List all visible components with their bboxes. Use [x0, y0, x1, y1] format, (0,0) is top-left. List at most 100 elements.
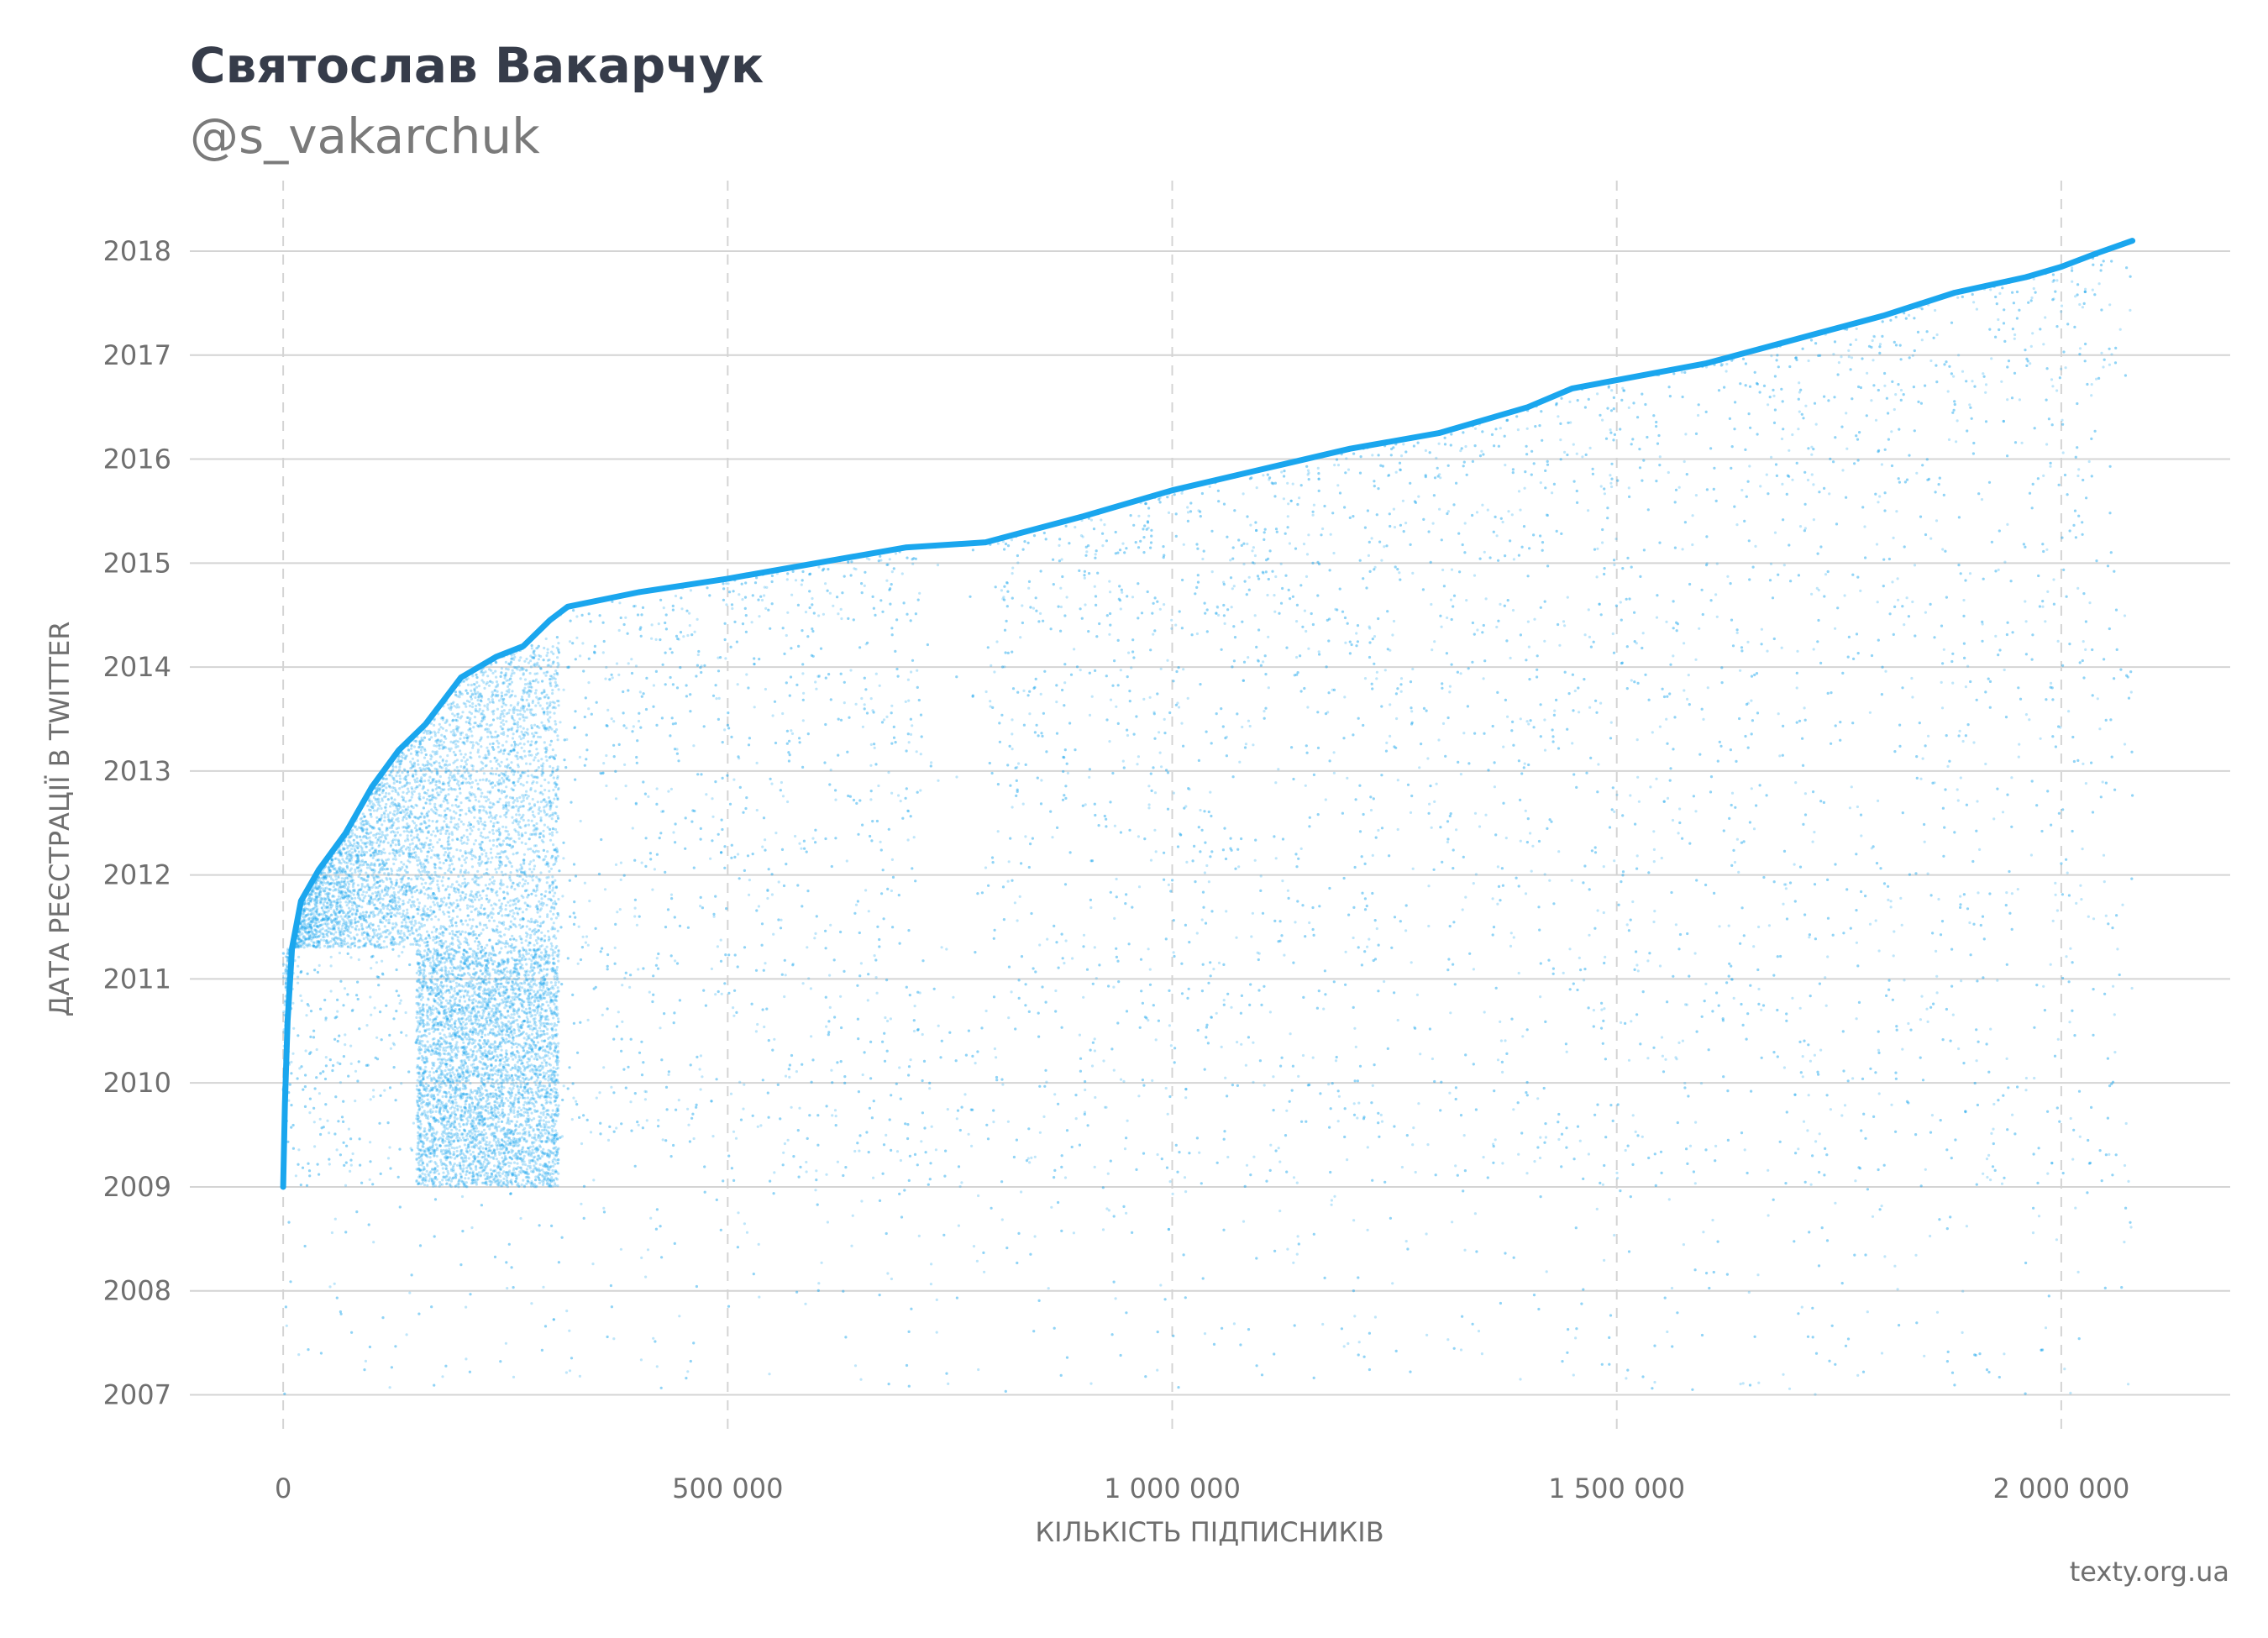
data-point: [1519, 839, 1522, 843]
data-point: [1905, 596, 1908, 600]
data-point: [720, 992, 723, 995]
data-point: [1491, 724, 1494, 728]
data-point: [1760, 1008, 1763, 1011]
data-point: [424, 1133, 428, 1137]
data-point: [1937, 897, 1940, 901]
data-point: [533, 921, 537, 924]
data-point: [2055, 279, 2059, 282]
data-point: [2041, 1348, 2045, 1352]
data-point: [885, 579, 889, 582]
data-point: [1760, 627, 1763, 631]
data-point: [1448, 1091, 1452, 1095]
data-point: [898, 1192, 901, 1195]
data-point: [1137, 514, 1141, 517]
data-point: [1492, 1142, 1495, 1146]
data-point: [1667, 470, 1670, 475]
data-point: [1210, 529, 1214, 533]
data-point: [2049, 465, 2052, 468]
data-point: [817, 565, 821, 569]
data-point: [517, 1056, 522, 1059]
data-point: [1018, 895, 1021, 898]
data-point: [1757, 987, 1761, 991]
data-point: [1599, 701, 1603, 705]
data-point: [578, 755, 582, 759]
data-point: [738, 757, 741, 760]
data-point: [512, 1375, 516, 1378]
data-point: [766, 896, 769, 900]
data-point: [575, 615, 579, 618]
data-point: [1501, 1070, 1504, 1074]
data-point: [692, 1137, 696, 1141]
data-point: [2084, 648, 2087, 652]
data-point: [539, 790, 543, 794]
data-point: [1791, 996, 1794, 1000]
data-point: [1475, 511, 1479, 514]
data-point: [370, 967, 373, 970]
data-point: [1889, 900, 1893, 903]
data-point: [898, 1066, 901, 1069]
data-point: [1968, 921, 1971, 925]
data-point: [601, 772, 605, 775]
data-point: [1739, 1383, 1742, 1386]
data-point: [716, 945, 720, 948]
data-point: [1994, 634, 1998, 638]
data-point: [640, 1256, 643, 1259]
data-point: [1281, 879, 1284, 883]
data-point: [1071, 957, 1074, 960]
data-point: [2056, 1037, 2060, 1041]
data-point: [1780, 646, 1783, 649]
data-point: [1103, 523, 1106, 527]
data-point: [816, 675, 820, 678]
data-point: [887, 771, 890, 774]
data-point: [1987, 1153, 1991, 1157]
data-point: [1109, 698, 1113, 701]
data-point: [1756, 1273, 1760, 1277]
data-point: [967, 1132, 970, 1136]
data-point: [957, 1224, 960, 1227]
data-point: [586, 1018, 590, 1021]
data-point: [960, 1181, 963, 1184]
data-point: [1637, 800, 1641, 803]
data-point: [1024, 763, 1027, 767]
data-point: [1890, 1103, 1893, 1106]
data-point: [1635, 854, 1639, 858]
data-point: [879, 559, 883, 562]
data-point: [1752, 945, 1756, 948]
data-point: [1930, 1114, 1934, 1117]
data-point: [1558, 643, 1562, 647]
data-point: [783, 995, 786, 999]
data-point: [1298, 496, 1301, 500]
data-point: [996, 542, 1000, 545]
data-point: [1141, 1079, 1144, 1082]
data-point: [1956, 799, 1960, 802]
data-point: [2060, 304, 2064, 307]
data-point: [890, 1277, 893, 1281]
data-point: [1119, 1078, 1123, 1081]
data-point: [1889, 906, 1893, 909]
data-point: [1609, 481, 1613, 485]
data-point: [350, 897, 354, 900]
data-point: [1473, 1212, 1477, 1215]
data-point: [1791, 433, 1794, 437]
data-point: [519, 666, 523, 669]
data-point: [745, 1231, 749, 1234]
data-point: [2103, 880, 2106, 884]
data-point: [1706, 686, 1709, 690]
data-point: [1684, 1003, 1688, 1006]
data-point: [1177, 706, 1181, 709]
data-point: [1401, 499, 1404, 502]
data-point: [1801, 1055, 1804, 1058]
data-point: [336, 1010, 339, 1013]
data-point: [1010, 990, 1013, 994]
data-point: [1687, 674, 1690, 677]
data-point: [935, 1331, 938, 1334]
data-point: [552, 895, 555, 898]
data-point: [891, 875, 895, 879]
data-point: [890, 791, 894, 795]
data-point: [1433, 640, 1436, 643]
data-point: [798, 741, 801, 744]
data-point: [1326, 711, 1330, 714]
data-point: [1521, 1035, 1525, 1038]
data-point: [1794, 781, 1798, 785]
data-point: [1360, 855, 1363, 858]
